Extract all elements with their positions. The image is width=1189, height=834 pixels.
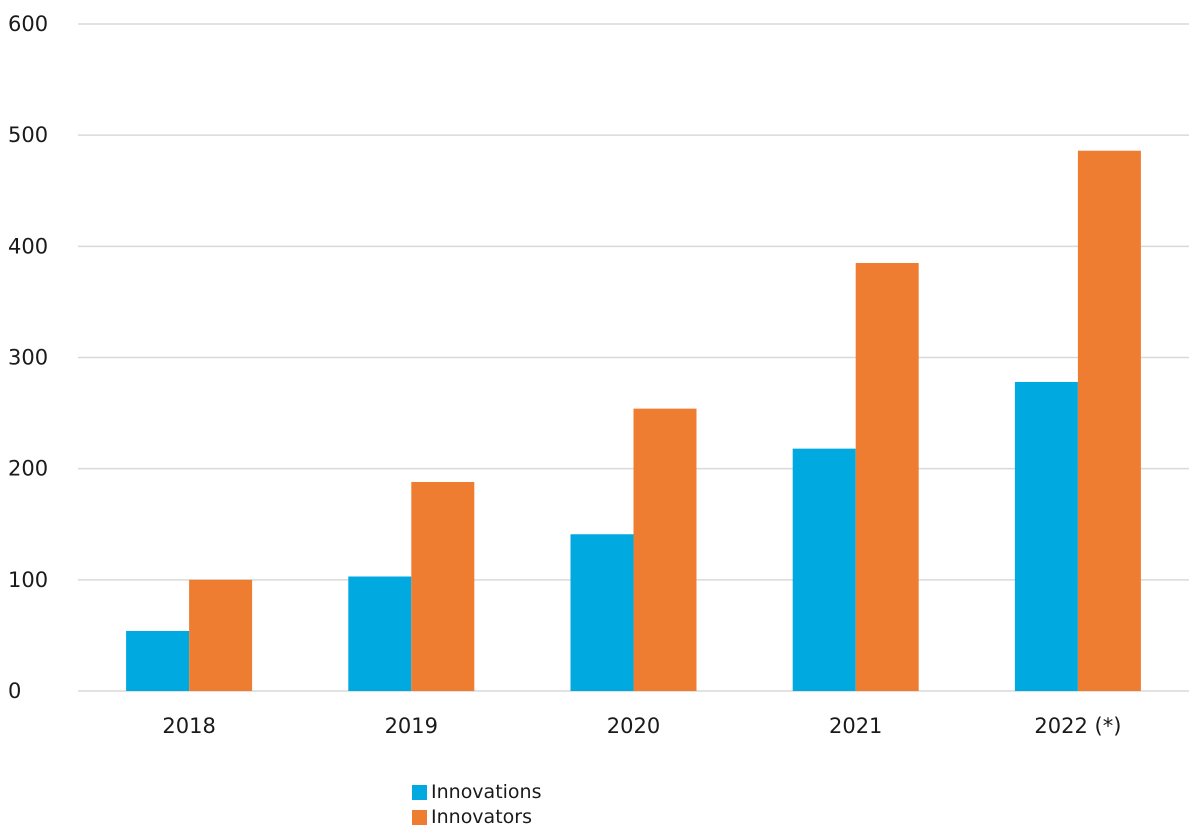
y-axis-labels: 0 100 200 300 400 500 600 bbox=[8, 12, 48, 703]
legend: Innovations Innovators bbox=[412, 780, 542, 830]
x-tick-label: 2019 bbox=[385, 714, 438, 738]
bars bbox=[126, 150, 1141, 692]
y-tick-label: 100 bbox=[8, 568, 48, 592]
bar-innovators-3 bbox=[855, 263, 919, 691]
x-tick-label: 2021 bbox=[829, 714, 882, 738]
y-tick-label: 600 bbox=[8, 12, 48, 36]
x-axis-labels: 2018 2019 2020 2021 2022 (*) bbox=[162, 714, 1121, 738]
legend-item-innovations: Innovations bbox=[412, 780, 542, 805]
x-tick-label: 2022 (*) bbox=[1034, 714, 1121, 738]
bar-innovations-1 bbox=[348, 576, 412, 691]
legend-label-innovators: Innovators bbox=[431, 806, 532, 828]
bar-innovators-0 bbox=[189, 579, 253, 691]
y-tick-label: 500 bbox=[8, 123, 48, 147]
y-tick-label: 400 bbox=[8, 234, 48, 258]
legend-item-innovators: Innovators bbox=[412, 805, 542, 830]
legend-swatch-innovations bbox=[412, 785, 427, 800]
bar-innovations-2 bbox=[570, 534, 634, 691]
bar-innovators-2 bbox=[633, 408, 697, 691]
y-tick-label: 300 bbox=[8, 346, 48, 370]
legend-label-innovations: Innovations bbox=[431, 781, 542, 803]
bar-innovations-3 bbox=[792, 448, 856, 691]
y-tick-label: 0 bbox=[8, 679, 21, 703]
y-tick-label: 200 bbox=[8, 457, 48, 481]
x-tick-label: 2020 bbox=[607, 714, 660, 738]
legend-swatch-innovators bbox=[412, 810, 427, 825]
bar-innovations-0 bbox=[126, 630, 190, 691]
bar-innovations-4 bbox=[1014, 381, 1078, 691]
bar-innovators-4 bbox=[1077, 150, 1141, 692]
x-tick-label: 2018 bbox=[162, 714, 215, 738]
bar-innovators-1 bbox=[411, 482, 475, 691]
